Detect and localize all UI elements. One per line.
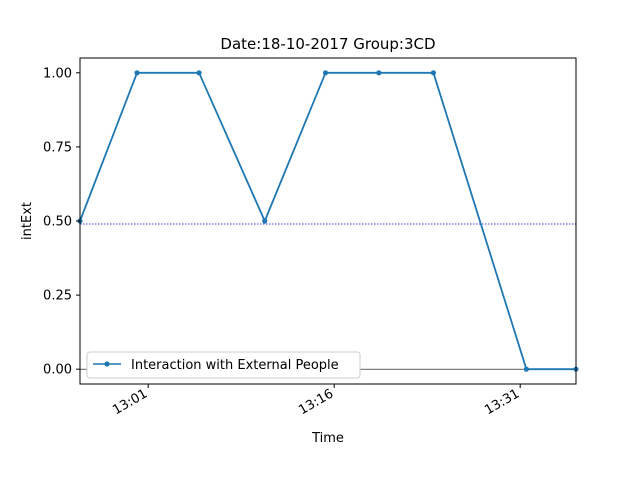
y-tick-label: 1.00 xyxy=(43,66,72,81)
data-point xyxy=(322,70,329,76)
x-tick-label: 13:01 xyxy=(110,386,150,418)
axes-frame xyxy=(79,57,577,385)
x-tick-label: 13:16 xyxy=(296,386,336,418)
series-line xyxy=(79,71,576,371)
y-tick-label: 0.50 xyxy=(43,215,72,230)
data-point xyxy=(134,70,140,76)
data-point xyxy=(376,70,382,76)
data-point xyxy=(430,70,436,76)
data-point xyxy=(262,218,268,224)
x-tick-label: 13:31 xyxy=(482,386,522,418)
data-point xyxy=(196,70,202,76)
legend-marker-sample xyxy=(104,361,110,367)
data-point xyxy=(523,366,530,372)
y-tick-label: 0.25 xyxy=(43,289,72,304)
x-axis-label: Time xyxy=(311,431,344,446)
y-tick-label: 0.00 xyxy=(43,363,72,378)
y-axis-label: intExt xyxy=(20,202,35,240)
chart-title: Date:18-10-2017 Group:3CD xyxy=(220,35,435,53)
y-tick-label: 0.75 xyxy=(43,140,72,155)
legend-label: Interaction with External People xyxy=(131,358,339,373)
legend-box xyxy=(86,351,361,379)
legend: Interaction with External People xyxy=(86,351,361,379)
